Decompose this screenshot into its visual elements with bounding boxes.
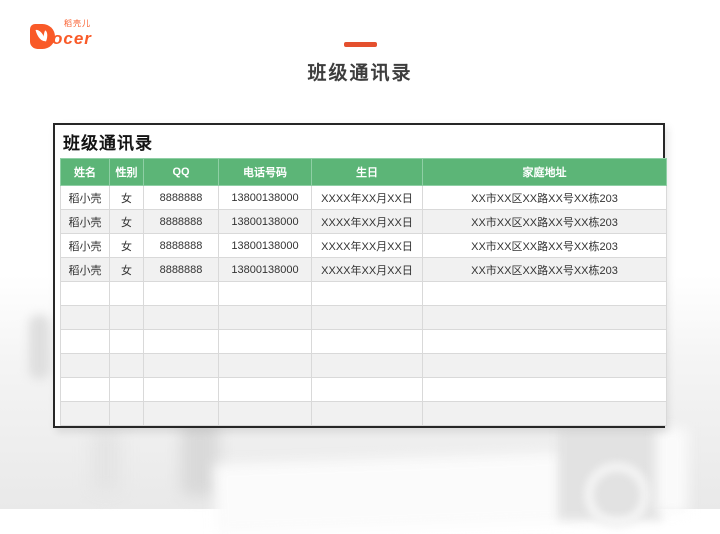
card-title: 班级通讯录 — [63, 134, 153, 153]
table-cell — [60, 401, 110, 426]
table-cell: 女 — [109, 233, 144, 258]
header-cell: 电话号码 — [218, 158, 312, 186]
table-cell: 女 — [109, 257, 144, 282]
background-blur-speaker-ring — [584, 462, 650, 528]
table-row — [60, 353, 667, 378]
table-cell: 稻小壳 — [60, 257, 110, 282]
table-cell — [60, 329, 110, 354]
header-cell: 性别 — [109, 158, 144, 186]
template-preview-card: 班级通讯录 姓名 性别 QQ 电话号码 生日 家庭地址 稻小壳女 8888888 138001… — [53, 123, 667, 428]
table-cell: 女 — [109, 209, 144, 234]
background-blur-band — [656, 428, 688, 513]
background-blur-bar — [29, 315, 50, 379]
table-body: 稻小壳女 8888888 13800138000 XXXX年XX月XX日 XX市XX区X… — [60, 185, 667, 426]
table-cell — [422, 281, 667, 306]
table-cell: 8888888 — [143, 209, 219, 234]
table-cell — [60, 281, 110, 306]
table-cell: XXXX年XX月XX日 — [311, 209, 423, 234]
table-row: 稻小壳女 8888888 13800138000 XXXX年XX月XX日 XX市XX区X… — [60, 209, 667, 234]
table-header-row: 姓名 性别 QQ 电话号码 生日 家庭地址 — [60, 158, 667, 186]
heading-accent-dash — [343, 42, 377, 47]
page-title: 班级通讯录 — [307, 63, 413, 84]
table-cell — [311, 281, 423, 306]
table-cell: XXXX年XX月XX日 — [311, 185, 423, 210]
table-cell: XX市XX区XX路XX号XX栋203 — [422, 185, 667, 210]
table-row — [60, 305, 667, 330]
header-cell: 生日 — [311, 158, 423, 186]
table-cell — [143, 401, 219, 426]
background-blur-desk — [213, 451, 587, 534]
table-cell: 13800138000 — [218, 257, 312, 282]
table-cell — [109, 329, 144, 354]
docer-leaf-icon — [30, 24, 55, 49]
table-cell: XXXX年XX月XX日 — [311, 233, 423, 258]
table-cell — [218, 377, 312, 402]
table-cell — [143, 329, 219, 354]
table-cell — [60, 353, 110, 378]
table-cell — [311, 353, 423, 378]
table-cell: 8888888 — [143, 257, 219, 282]
table-cell — [143, 353, 219, 378]
table-cell — [109, 401, 144, 426]
table-cell — [218, 305, 312, 330]
table-cell — [218, 401, 312, 426]
table-row: 稻小壳女 8888888 13800138000 XXXX年XX月XX日 XX市XX区X… — [60, 233, 667, 258]
table-cell — [422, 305, 667, 330]
table-cell — [422, 329, 667, 354]
table-cell — [218, 281, 312, 306]
table-cell — [311, 401, 423, 426]
table-cell: 13800138000 — [218, 185, 312, 210]
table-cell: 稻小壳 — [60, 209, 110, 234]
background-blur-blob — [92, 430, 120, 492]
table-cell — [218, 329, 312, 354]
table-cell: 女 — [109, 185, 144, 210]
table-cell: 稻小壳 — [60, 185, 110, 210]
table-cell: XX市XX区XX路XX号XX栋203 — [422, 233, 667, 258]
header-cell: QQ — [143, 158, 219, 186]
table-cell — [311, 329, 423, 354]
table-cell: 13800138000 — [218, 209, 312, 234]
table-row: 稻小壳女 8888888 13800138000 XXXX年XX月XX日 XX市XX区X… — [60, 185, 667, 210]
table-cell: 8888888 — [143, 185, 219, 210]
table-cell — [60, 377, 110, 402]
table-cell — [143, 305, 219, 330]
table-cell — [60, 305, 110, 330]
table-cell — [218, 353, 312, 378]
table-cell: XX市XX区XX路XX号XX栋203 — [422, 257, 667, 282]
table-cell — [422, 377, 667, 402]
header-cell: 家庭地址 — [422, 158, 667, 186]
table-cell: XX市XX区XX路XX号XX栋203 — [422, 209, 667, 234]
table-cell — [311, 377, 423, 402]
table-row — [60, 281, 667, 306]
table-row: 稻小壳女 8888888 13800138000 XXXX年XX月XX日 XX市XX区X… — [60, 257, 667, 282]
table-cell — [311, 305, 423, 330]
table-cell: 13800138000 — [218, 233, 312, 258]
table-cell — [143, 377, 219, 402]
table-cell: 8888888 — [143, 233, 219, 258]
table-cell: 稻小壳 — [60, 233, 110, 258]
table-cell — [143, 281, 219, 306]
docer-logo[interactable]: ocer 稻壳儿 — [30, 17, 150, 53]
table-row — [60, 377, 667, 402]
header-cell: 姓名 — [60, 158, 110, 186]
logo-text: ocer — [52, 29, 92, 48]
table-cell — [109, 281, 144, 306]
logo-chinese-text: 稻壳儿 — [64, 19, 91, 28]
table-cell — [422, 353, 667, 378]
table-row — [60, 401, 667, 426]
table-cell: XXXX年XX月XX日 — [311, 257, 423, 282]
table-cell — [422, 401, 667, 426]
background-blur-object — [181, 424, 219, 496]
table-row — [60, 329, 667, 354]
table-cell — [109, 305, 144, 330]
table-cell — [109, 377, 144, 402]
table-cell — [109, 353, 144, 378]
page-heading: 班级通讯录 — [0, 34, 720, 85]
contacts-table: 姓名 性别 QQ 电话号码 生日 家庭地址 稻小壳女 8888888 13800138000 X… — [60, 158, 667, 426]
